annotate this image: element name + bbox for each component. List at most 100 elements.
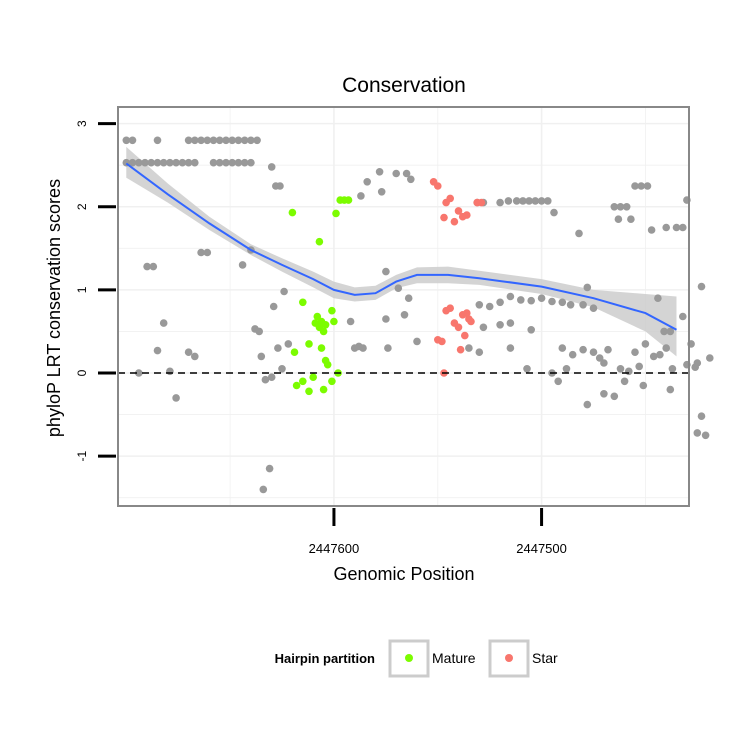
smooth-line — [125, 162, 677, 331]
point-other — [135, 369, 143, 377]
point-other — [197, 136, 205, 145]
point-other — [537, 294, 546, 303]
point-other — [519, 197, 527, 205]
point-mature — [292, 381, 301, 390]
point-other — [620, 377, 629, 386]
point-other — [357, 192, 365, 200]
point-other — [643, 182, 652, 190]
legend-marker-star — [505, 654, 513, 662]
grid — [118, 107, 689, 506]
point-star — [454, 323, 463, 332]
point-mature — [288, 208, 297, 217]
point-other — [562, 365, 571, 373]
point-other — [128, 136, 137, 145]
point-other — [278, 365, 286, 373]
point-other — [382, 267, 390, 276]
point-other — [666, 385, 675, 394]
point-star — [467, 317, 475, 326]
smooth-line-layer — [125, 162, 677, 331]
point-mature — [330, 317, 338, 326]
point-other — [215, 158, 224, 167]
point-other — [159, 158, 168, 167]
point-other — [654, 294, 662, 303]
point-other — [128, 158, 137, 167]
point-other — [257, 352, 266, 361]
point-other — [240, 158, 249, 167]
point-other — [159, 319, 168, 327]
point-star — [446, 194, 455, 203]
y-tick-label: 2 — [75, 203, 89, 210]
point-mature — [305, 387, 313, 396]
point-mature — [313, 312, 322, 321]
point-other — [228, 158, 236, 167]
point-star — [438, 337, 446, 346]
point-other — [550, 208, 558, 217]
point-mature — [332, 209, 340, 218]
point-other — [259, 485, 268, 494]
point-other — [184, 348, 193, 357]
point-other — [631, 348, 639, 357]
point-other — [600, 390, 608, 398]
point-other — [575, 229, 583, 238]
point-other — [496, 298, 504, 307]
point-other — [506, 292, 515, 301]
point-other — [153, 136, 162, 145]
y-tick-label: 1 — [75, 286, 89, 293]
point-other — [631, 182, 639, 190]
point-other — [666, 327, 675, 336]
point-other — [394, 284, 403, 293]
point-star — [461, 331, 469, 340]
point-other — [649, 352, 658, 361]
point-other — [222, 158, 230, 167]
point-mature — [299, 377, 307, 386]
point-other — [527, 296, 535, 305]
point-other — [191, 352, 199, 361]
point-other — [589, 348, 598, 357]
point-star — [456, 345, 465, 354]
point-other — [184, 136, 193, 145]
point-other — [610, 203, 619, 211]
point-other — [548, 297, 556, 306]
point-other — [404, 294, 413, 303]
legend: Hairpin partition Mature Star — [275, 639, 558, 678]
point-other — [637, 182, 645, 190]
point-other — [149, 262, 158, 271]
point-other — [662, 344, 670, 352]
point-other — [141, 158, 149, 167]
point-other — [679, 312, 687, 321]
x-axis-label: Genomic Position — [333, 564, 474, 584]
point-other — [359, 344, 367, 352]
point-other — [402, 169, 411, 178]
point-other — [267, 163, 276, 171]
point-mature — [309, 373, 318, 382]
point-other — [668, 365, 677, 373]
point-other — [280, 287, 288, 296]
point-other — [512, 197, 521, 205]
point-mature — [328, 377, 336, 386]
point-other — [382, 315, 390, 323]
point-other — [660, 327, 668, 336]
point-other — [656, 350, 664, 359]
point-other — [135, 158, 143, 167]
point-star — [463, 211, 471, 219]
point-mature — [305, 340, 313, 348]
point-other — [479, 323, 488, 332]
point-star — [446, 304, 455, 313]
point-other — [697, 412, 706, 421]
point-other — [583, 400, 592, 409]
point-mature — [311, 319, 320, 327]
x-tick-label: 2447600 — [309, 541, 360, 556]
legend-label-mature: Mature — [432, 650, 476, 666]
point-other — [616, 203, 625, 211]
point-other — [647, 226, 656, 234]
point-mature — [328, 306, 336, 315]
point-other — [672, 223, 681, 232]
point-other — [475, 348, 484, 357]
point-other — [215, 136, 224, 145]
point-star — [440, 213, 448, 222]
point-other — [693, 429, 702, 437]
point-other — [506, 344, 515, 352]
point-star — [450, 217, 459, 226]
point-other — [693, 359, 702, 367]
